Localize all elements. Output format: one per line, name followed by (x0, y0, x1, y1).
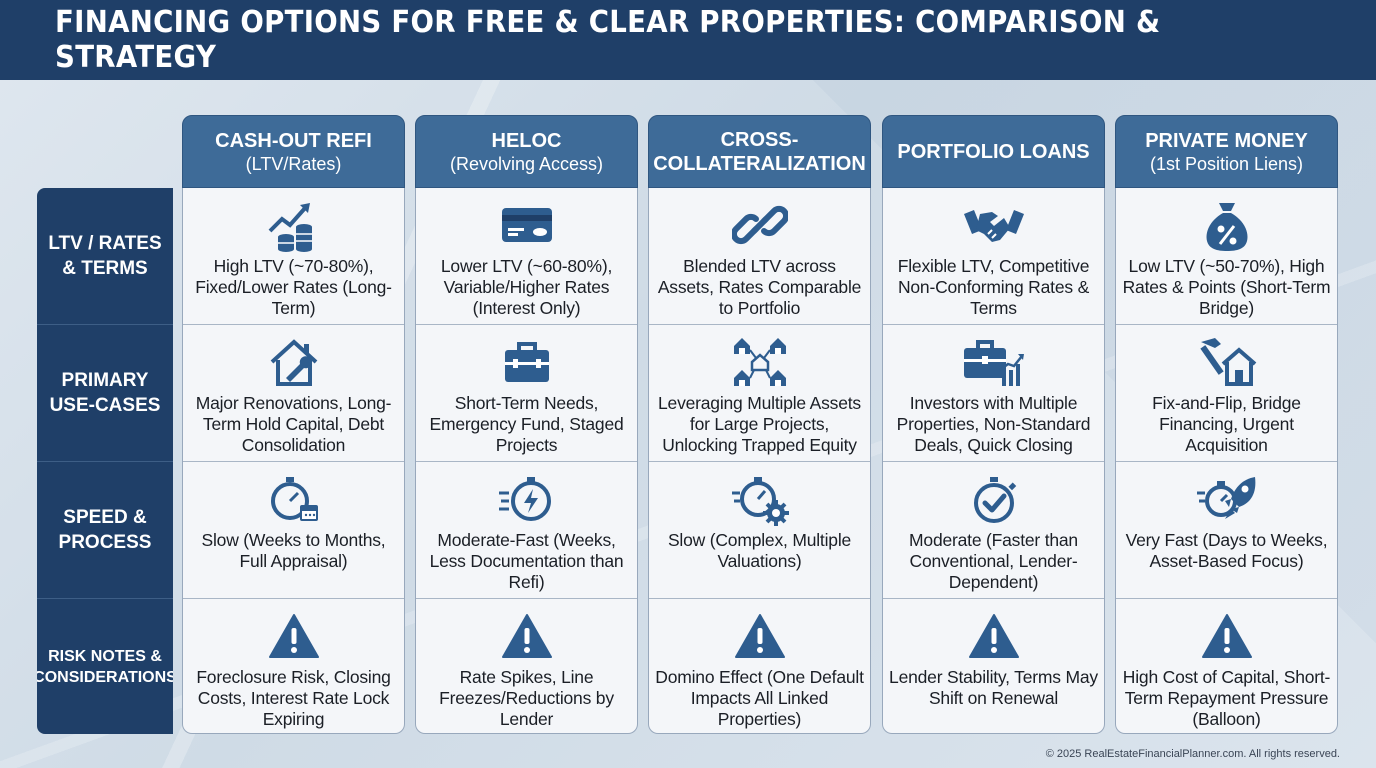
column-subtitle: (1st Position Liens) (1149, 153, 1304, 174)
cell-ltv: Lower LTV (~60-80%), Variable/Higher Rat… (416, 188, 637, 325)
cell-use-cases: Major Renovations, Long-Term Hold Capita… (183, 325, 404, 462)
column-header-private-money: PRIVATE MONEY (1st Position Liens) (1115, 115, 1338, 188)
cell-text: Lender Stability, Terms May Shift on Ren… (889, 667, 1098, 708)
cell-text: Moderate-Fast (Weeks, Less Documentation… (429, 530, 624, 592)
cell-text: Flexible LTV, Competitive Non-Conforming… (897, 256, 1090, 318)
stopwatch-rocket-icon (1195, 468, 1259, 530)
cell-text: Very Fast (Days to Weeks, Asset-Based Fo… (1125, 530, 1328, 571)
warning-icon (1201, 605, 1253, 667)
cell-use-cases: Leveraging Multiple Assets for Large Pro… (649, 325, 870, 462)
cell-text: Moderate (Faster than Conventional, Lend… (909, 530, 1078, 592)
column-heloc: Lower LTV (~60-80%), Variable/Higher Rat… (415, 188, 638, 734)
cell-speed: Moderate (Faster than Conventional, Lend… (883, 462, 1104, 599)
chain-link-icon (731, 194, 788, 256)
money-bag-icon (1201, 194, 1253, 256)
cell-text: Slow (Complex, Multiple Valuations) (667, 530, 852, 571)
cell-text: High Cost of Capital, Short-Term Repayme… (1122, 667, 1331, 729)
cell-text: Slow (Weeks to Months, Full Appraisal) (201, 530, 386, 571)
cell-risk: Lender Stability, Terms May Shift on Ren… (883, 599, 1104, 733)
column-cash-out-refi: High LTV (~70-80%), Fixed/Lower Rates (L… (182, 188, 405, 734)
credit-card-icon (498, 194, 556, 256)
cell-speed: Slow (Weeks to Months, Full Appraisal) (183, 462, 404, 599)
column-header-cash-out-refi: CASH-OUT REFI (LTV/Rates) (182, 115, 405, 188)
cell-risk: High Cost of Capital, Short-Term Repayme… (1116, 599, 1337, 733)
column-title: PRIVATE MONEY (1145, 129, 1308, 152)
stopwatch-check-icon (966, 468, 1022, 530)
cell-speed: Moderate-Fast (Weeks, Less Documentation… (416, 462, 637, 599)
cell-text: Major Renovations, Long-Term Hold Capita… (195, 393, 392, 455)
house-network-icon (730, 331, 790, 393)
house-wrench-icon (266, 331, 322, 393)
cell-speed: Very Fast (Days to Weeks, Asset-Based Fo… (1116, 462, 1337, 599)
column-header-portfolio-loans: PORTFOLIO LOANS (882, 115, 1105, 188)
cell-ltv: Low LTV (~50-70%), High Rates & Points (… (1116, 188, 1337, 325)
warning-icon (968, 605, 1020, 667)
hammer-house-icon (1195, 331, 1259, 393)
row-label-column: LTV / RATES & TERMS PRIMARY USE-CASES SP… (37, 188, 173, 734)
column-subtitle: (Revolving Access) (449, 153, 604, 174)
warning-icon (734, 605, 786, 667)
cell-ltv: High LTV (~70-80%), Fixed/Lower Rates (L… (183, 188, 404, 325)
column-header-cross-collateralization: CROSS- COLLATERALIZATION (648, 115, 871, 188)
stopwatch-gear-icon (730, 468, 790, 530)
cell-text: Leveraging Multiple Assets for Large Pro… (658, 393, 861, 455)
cell-text: High LTV (~70-80%), Fixed/Lower Rates (L… (195, 256, 392, 318)
toolbox-icon (499, 331, 555, 393)
copyright-footer: © 2025 RealEstateFinancialPlanner.com. A… (1045, 748, 1340, 760)
warning-icon (268, 605, 320, 667)
column-subtitle: (LTV/Rates) (245, 153, 342, 174)
handshake-icon (962, 194, 1026, 256)
cell-ltv: Flexible LTV, Competitive Non-Conforming… (883, 188, 1104, 325)
growth-coins-icon (266, 194, 322, 256)
cell-use-cases: Short-Term Needs, Emergency Fund, Staged… (416, 325, 637, 462)
row-label-risk: RISK NOTES & CONSIDERATIONS (37, 647, 173, 686)
column-private-money: Low LTV (~50-70%), High Rates & Points (… (1115, 188, 1338, 734)
row-label-use-cases: PRIMARY USE-CASES (37, 325, 173, 462)
row-label-speed: SPEED & PROCESS (37, 462, 173, 599)
cell-risk: Foreclosure Risk, Closing Costs, Interes… (183, 599, 404, 733)
cell-text: Lower LTV (~60-80%), Variable/Higher Rat… (440, 256, 613, 318)
cell-use-cases: Fix-and-Flip, Bridge Financing, Urgent A… (1116, 325, 1337, 462)
stopwatch-calendar-icon (266, 468, 322, 530)
cell-ltv: Blended LTV across Assets, Rates Compara… (649, 188, 870, 325)
cell-text: Short-Term Needs, Emergency Fund, Staged… (429, 393, 624, 455)
warning-icon (501, 605, 553, 667)
cell-text: Blended LTV across Assets, Rates Compara… (657, 256, 862, 318)
cell-text: Rate Spikes, Line Freezes/Reductions by … (439, 667, 614, 729)
cell-risk: Domino Effect (One Default Impacts All L… (649, 599, 870, 733)
column-header-heloc: HELOC (Revolving Access) (415, 115, 638, 188)
row-label-ltv: LTV / RATES & TERMS (37, 188, 173, 325)
cell-text: Fix-and-Flip, Bridge Financing, Urgent A… (1152, 393, 1301, 455)
stopwatch-bolt-icon (497, 468, 557, 530)
column-title: HELOC (491, 129, 562, 152)
cell-speed: Slow (Complex, Multiple Valuations) (649, 462, 870, 599)
page-title: FINANCING OPTIONS FOR FREE & CLEAR PROPE… (55, 5, 1161, 75)
cell-text: Foreclosure Risk, Closing Costs, Interes… (196, 667, 391, 729)
cell-text: Domino Effect (One Default Impacts All L… (655, 667, 864, 729)
column-cross-collateralization: Blended LTV across Assets, Rates Compara… (648, 188, 871, 734)
column-title: CASH-OUT REFI (215, 129, 372, 152)
briefcase-chart-icon (962, 331, 1026, 393)
title-bar: FINANCING OPTIONS FOR FREE & CLEAR PROPE… (0, 0, 1376, 80)
cell-text: Low LTV (~50-70%), High Rates & Points (… (1122, 256, 1331, 318)
cell-risk: Rate Spikes, Line Freezes/Reductions by … (416, 599, 637, 733)
cell-text: Investors with Multiple Properties, Non-… (896, 393, 1091, 455)
cell-use-cases: Investors with Multiple Properties, Non-… (883, 325, 1104, 462)
column-portfolio-loans: Flexible LTV, Competitive Non-Conforming… (882, 188, 1105, 734)
column-title: CROSS- COLLATERALIZATION (653, 128, 866, 175)
column-title: PORTFOLIO LOANS (897, 140, 1090, 163)
